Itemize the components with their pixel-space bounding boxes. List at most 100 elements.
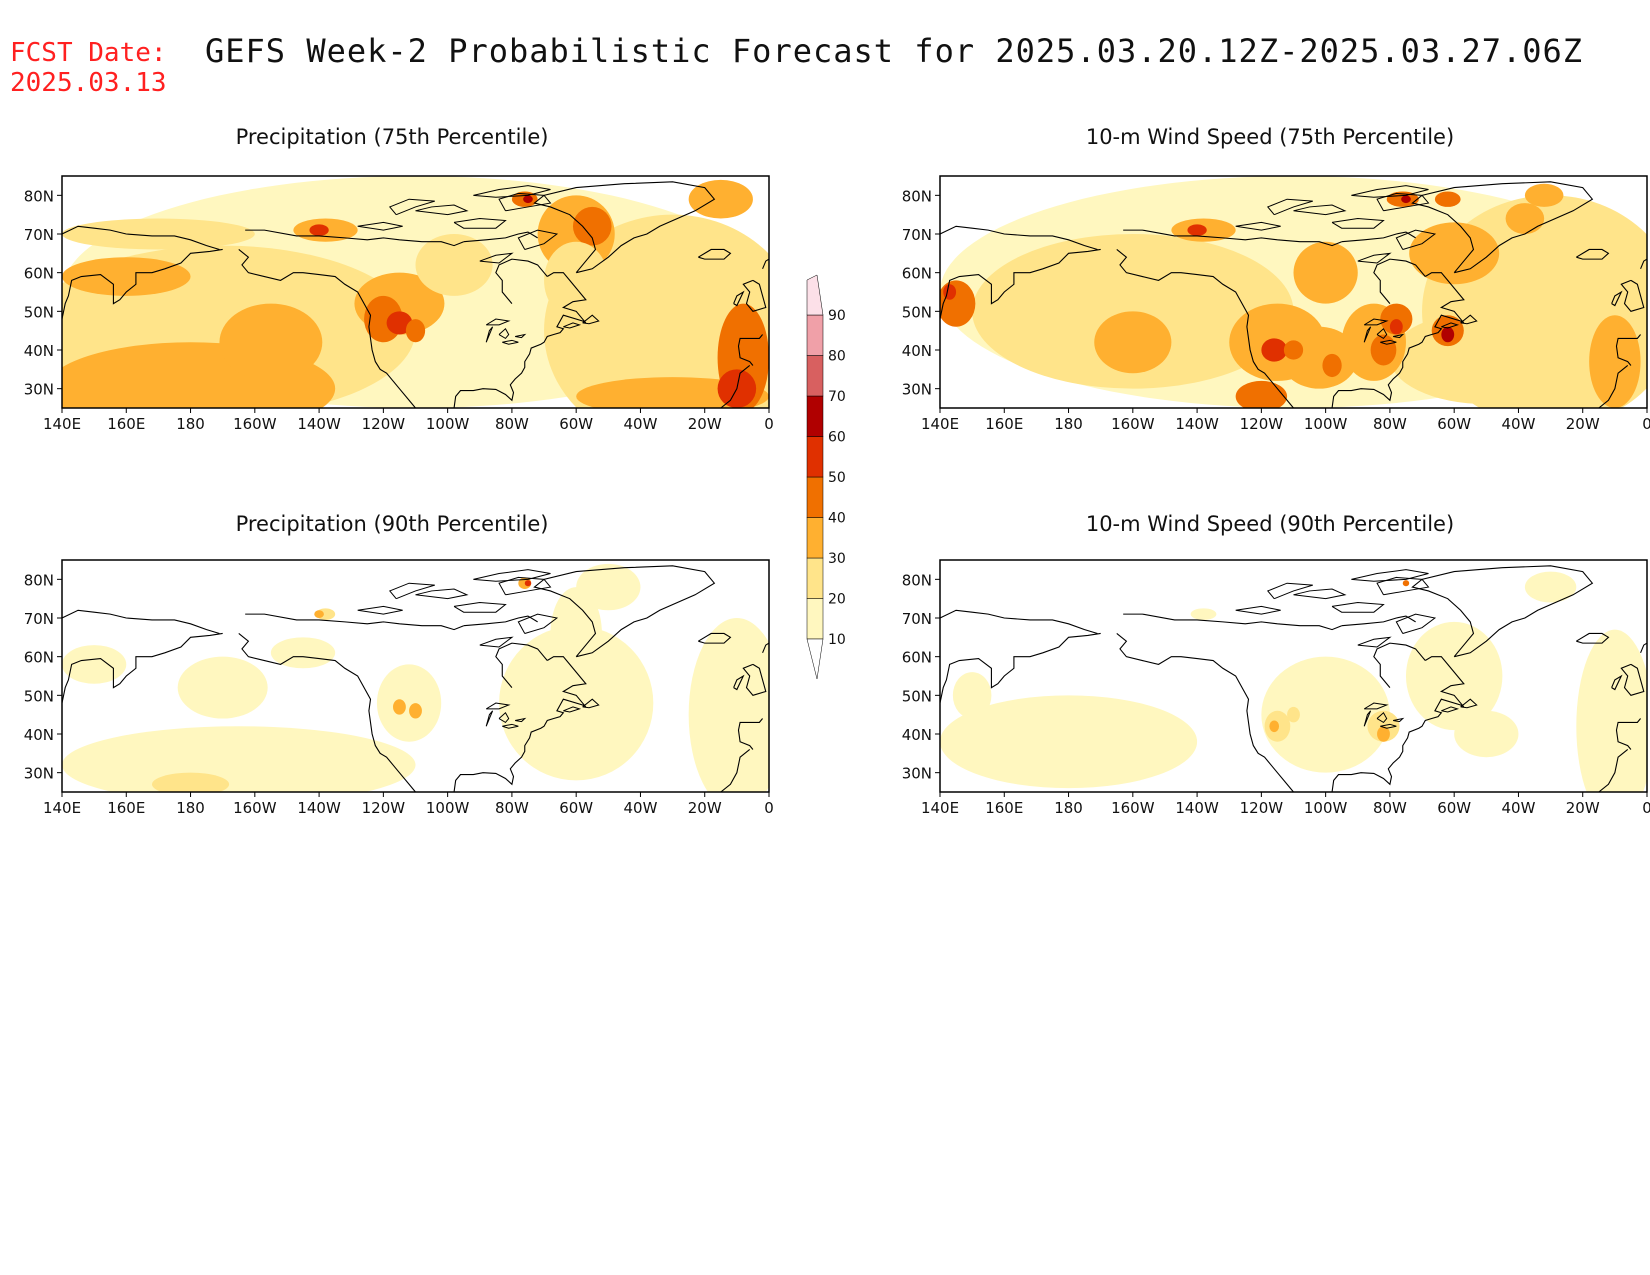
coastline bbox=[1351, 569, 1429, 582]
coastline bbox=[1615, 334, 1641, 366]
colorbar-swatch bbox=[806, 436, 824, 478]
lon-tick-label: 180 bbox=[1054, 799, 1083, 814]
probability-patch bbox=[1187, 224, 1207, 236]
coastline bbox=[1331, 218, 1385, 229]
lon-tick-label: 160W bbox=[1111, 415, 1155, 430]
coastline bbox=[720, 749, 751, 792]
probability-patch bbox=[943, 284, 957, 300]
coastline bbox=[1620, 279, 1645, 312]
probability-patch bbox=[1441, 326, 1455, 343]
lon-tick-label: 140W bbox=[297, 415, 341, 430]
lat-tick-label: 40N bbox=[24, 342, 54, 360]
lon-tick-label: 40W bbox=[1501, 799, 1535, 814]
probability-patch bbox=[544, 241, 609, 320]
probability-patch bbox=[393, 699, 406, 715]
coastline bbox=[1411, 565, 1594, 658]
coastline bbox=[742, 663, 767, 696]
probability-patch bbox=[1235, 380, 1288, 408]
coastline bbox=[582, 698, 600, 709]
coastline bbox=[485, 318, 511, 326]
lon-tick-label: 160E bbox=[107, 799, 145, 814]
coastline bbox=[533, 565, 716, 658]
coastline bbox=[940, 609, 1098, 634]
coastline bbox=[1363, 318, 1389, 326]
coastline bbox=[762, 642, 769, 654]
map-frame bbox=[939, 175, 1648, 409]
coastline bbox=[563, 322, 582, 329]
panel-title-precip-75: Precipitation (75th Percentile) bbox=[235, 125, 549, 149]
lat-tick-label: 60N bbox=[24, 649, 54, 667]
fcst-date-label: FCST Date: bbox=[10, 38, 167, 68]
probability-patch bbox=[1524, 183, 1564, 207]
coastline bbox=[733, 290, 745, 307]
coastline bbox=[515, 717, 527, 723]
coastline bbox=[1363, 326, 1372, 343]
coastline bbox=[1116, 249, 1294, 408]
lon-tick-label: 100W bbox=[426, 415, 470, 430]
coastline bbox=[1376, 327, 1388, 340]
panel-title-wind-90: 10-m Wind Speed (90th Percentile) bbox=[1085, 512, 1455, 536]
lat-tick-label: 60N bbox=[24, 265, 54, 283]
colorbar-label: 20 bbox=[828, 592, 846, 608]
coastline bbox=[1611, 290, 1623, 307]
coastline bbox=[1611, 674, 1623, 691]
coastline bbox=[1640, 258, 1647, 270]
coastline bbox=[1395, 613, 1437, 634]
probability-patch bbox=[376, 664, 442, 742]
lat-tick-label: 80N bbox=[24, 187, 54, 205]
lon-tick-label: 180 bbox=[176, 415, 205, 430]
lon-tick-label: 80W bbox=[495, 799, 529, 814]
coastline bbox=[1331, 272, 1465, 408]
lon-tick-label: 160W bbox=[233, 415, 277, 430]
probability-patch bbox=[688, 179, 753, 219]
coastline bbox=[495, 642, 548, 688]
lat-tick-label: 30N bbox=[24, 765, 54, 783]
probability-patch bbox=[270, 637, 336, 669]
probability-patch bbox=[1261, 338, 1288, 362]
lon-tick-label: 140E bbox=[921, 799, 959, 814]
coastline bbox=[1293, 588, 1347, 600]
map-wind-75: 140E 160E 180 160W 140W 120W 100W 80W 60W 40W 20W 0… bbox=[902, 175, 1650, 430]
coastline bbox=[1363, 702, 1389, 710]
lat-tick-label: 70N bbox=[902, 226, 932, 244]
coastline bbox=[479, 636, 514, 648]
coastline bbox=[517, 613, 559, 634]
coastline bbox=[245, 229, 464, 247]
colorbar-top-arrow bbox=[806, 274, 824, 316]
probability-patch bbox=[62, 257, 191, 296]
coastline bbox=[1293, 204, 1347, 216]
probability-patch bbox=[1589, 315, 1641, 408]
color-legend: 10 20 30 40 50 60 70 80 90 bbox=[806, 274, 846, 680]
lon-tick-label: 160E bbox=[107, 415, 145, 430]
lon-tick-label: 20W bbox=[688, 415, 722, 430]
lon-tick-label: 140W bbox=[1175, 799, 1219, 814]
coastline bbox=[737, 334, 763, 366]
probability-patch bbox=[1576, 629, 1647, 792]
lon-tick-label: 0 bbox=[1642, 799, 1650, 814]
probability-patch bbox=[524, 580, 532, 587]
probability-patch bbox=[1190, 608, 1217, 620]
colorbar-swatch bbox=[806, 395, 824, 437]
probability-patch bbox=[940, 695, 1198, 789]
colorbar-label: 10 bbox=[828, 632, 846, 648]
coastline bbox=[1411, 181, 1594, 274]
coastline bbox=[245, 613, 464, 631]
coastline bbox=[1266, 198, 1313, 216]
lat-tick-label: 70N bbox=[24, 226, 54, 244]
coastline bbox=[517, 229, 559, 250]
coastline bbox=[415, 588, 469, 600]
map-wind-90: 140E 160E 180 160W 140W 120W 100W 80W 60W 40W 20W 0… bbox=[902, 559, 1650, 814]
probability-patch bbox=[1524, 571, 1577, 603]
probability-patch bbox=[1367, 710, 1400, 742]
coastline bbox=[1351, 185, 1429, 198]
lon-tick-label: 60W bbox=[559, 799, 593, 814]
lat-tick-label: 70N bbox=[902, 610, 932, 628]
coastline bbox=[698, 632, 732, 644]
coastline bbox=[1395, 229, 1437, 250]
lon-tick-label: 120W bbox=[1240, 799, 1284, 814]
lon-tick-label: 140W bbox=[297, 799, 341, 814]
colorbar-bottom-arrow bbox=[806, 638, 824, 680]
coastline bbox=[1376, 192, 1430, 212]
coastline bbox=[1620, 663, 1645, 696]
probability-patch bbox=[1094, 311, 1172, 374]
